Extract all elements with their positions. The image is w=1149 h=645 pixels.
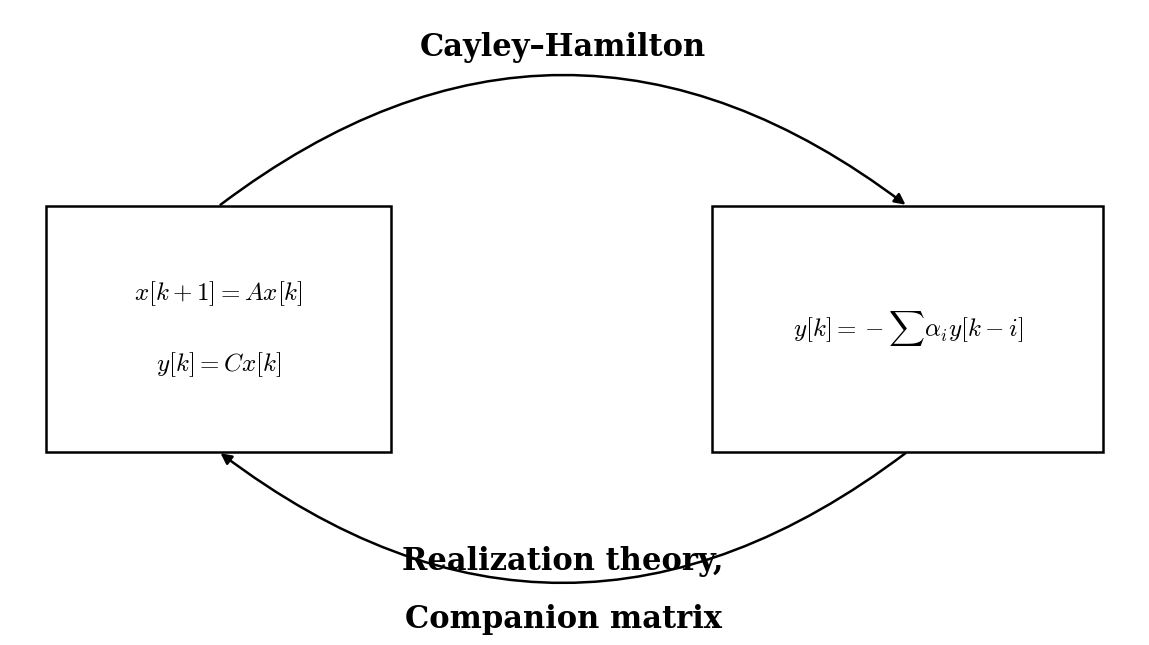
FancyArrowPatch shape	[223, 453, 905, 583]
Text: Companion matrix: Companion matrix	[404, 604, 722, 635]
Text: $y[k] = Cx[k]$: $y[k] = Cx[k]$	[155, 350, 282, 379]
Bar	[46, 206, 391, 452]
Text: $y[k] = -\sum \alpha_i y[k-i]$: $y[k] = -\sum \alpha_i y[k-i]$	[793, 310, 1023, 348]
FancyArrowPatch shape	[221, 75, 903, 204]
Text: $x[k+1] = Ax[k]$: $x[k+1] = Ax[k]$	[133, 279, 303, 308]
Bar	[712, 206, 1103, 452]
Text: Realization theory,: Realization theory,	[402, 546, 724, 577]
Text: Cayley–Hamilton: Cayley–Hamilton	[419, 32, 707, 63]
